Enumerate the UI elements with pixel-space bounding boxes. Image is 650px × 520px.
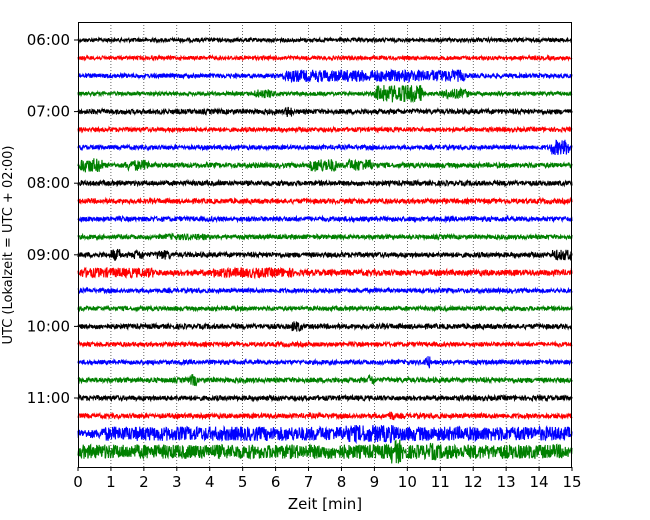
trace-0900: [77, 248, 573, 262]
y-tick-label: 07:00: [27, 103, 70, 121]
x-tick-label: 13: [497, 473, 516, 491]
x-tick-label: 1: [106, 473, 116, 491]
trace-0830: [77, 214, 573, 224]
trace-1045: [77, 373, 573, 387]
grid-lines: [110, 22, 540, 467]
x-tick-label: 4: [205, 473, 215, 491]
y-tick-label: 09:00: [27, 246, 70, 264]
x-axis-label: Zeit [min]: [288, 495, 362, 513]
x-tick-label: 8: [337, 473, 347, 491]
y-axis-label: UTC (Lokalzeit = UTC + 02:00): [1, 146, 16, 345]
trace-1130: [77, 424, 573, 445]
x-tick-label: 5: [238, 473, 248, 491]
trace-0730: [77, 139, 573, 156]
trace-0800: [77, 178, 573, 188]
trace-0845: [77, 232, 573, 242]
trace-0930: [77, 286, 573, 295]
y-tick-label: 10:00: [27, 317, 70, 335]
y-tick-label: 06:00: [27, 31, 70, 49]
y-tick-label: 11:00: [27, 389, 70, 407]
trace-0815: [77, 196, 573, 206]
x-tick-label: 10: [398, 473, 417, 491]
x-tick-label: 11: [431, 473, 450, 491]
plot-frame: [78, 22, 572, 468]
trace-0715: [77, 125, 573, 134]
trace-0600: [77, 36, 573, 45]
x-tick-label: 9: [370, 473, 380, 491]
trace-0945: [77, 304, 573, 313]
x-tick-label: 0: [73, 473, 83, 491]
x-tick-label: 12: [464, 473, 483, 491]
x-tick-label: 14: [530, 473, 549, 491]
trace-0615: [77, 53, 573, 62]
x-tick-label: 6: [271, 473, 281, 491]
trace-1015: [77, 339, 573, 349]
trace-1100: [77, 393, 573, 403]
trace-1000: [77, 321, 573, 332]
trace-0745: [77, 158, 573, 173]
traces: [77, 36, 573, 464]
trace-1115: [77, 411, 573, 421]
trace-1030: [77, 356, 573, 369]
x-tick-label: 7: [304, 473, 314, 491]
x-axis: 0 1 2 3 4 5 6 7 8 9 10 11 12 13 14 15: [73, 467, 582, 491]
x-tick-label: 2: [139, 473, 149, 491]
trace-0700: [77, 106, 573, 117]
x-tick-label: 3: [172, 473, 182, 491]
y-axis: 06:00 07:00 08:00 09:00 10:00 11:00: [27, 31, 78, 407]
trace-1145: [77, 439, 573, 464]
y-tick-label: 08:00: [27, 174, 70, 192]
trace-0630: [77, 68, 573, 84]
x-tick-label: 15: [562, 473, 581, 491]
trace-0915: [77, 266, 573, 280]
trace-0645: [77, 84, 573, 104]
